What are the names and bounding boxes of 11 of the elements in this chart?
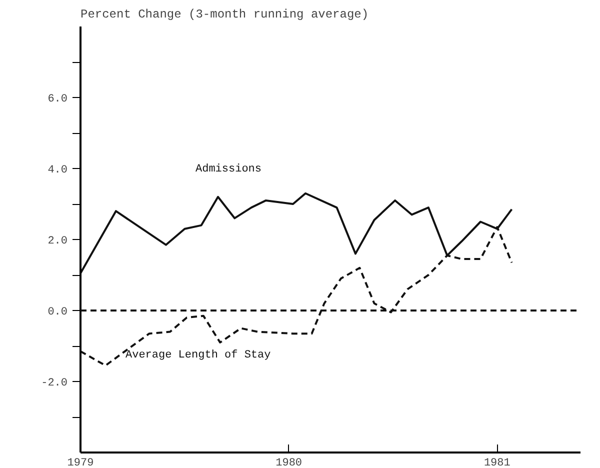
x-tick-label: 1981 xyxy=(484,458,511,468)
chart-title: Percent Change (3-month running average) xyxy=(80,8,369,22)
x-tick-label: 1980 xyxy=(276,458,302,468)
x-tick-label: 1979 xyxy=(67,458,94,468)
y-tick-label: -2.0 xyxy=(41,378,68,390)
y-tick-label: 0.0 xyxy=(48,306,68,318)
y-tick-label: 2.0 xyxy=(48,236,68,248)
y-tick-label: 6.0 xyxy=(48,94,68,106)
text: Admissions xyxy=(196,163,262,176)
y-tick-label: 4.0 xyxy=(48,164,68,176)
series-label: Average Length of Stay xyxy=(126,350,272,362)
